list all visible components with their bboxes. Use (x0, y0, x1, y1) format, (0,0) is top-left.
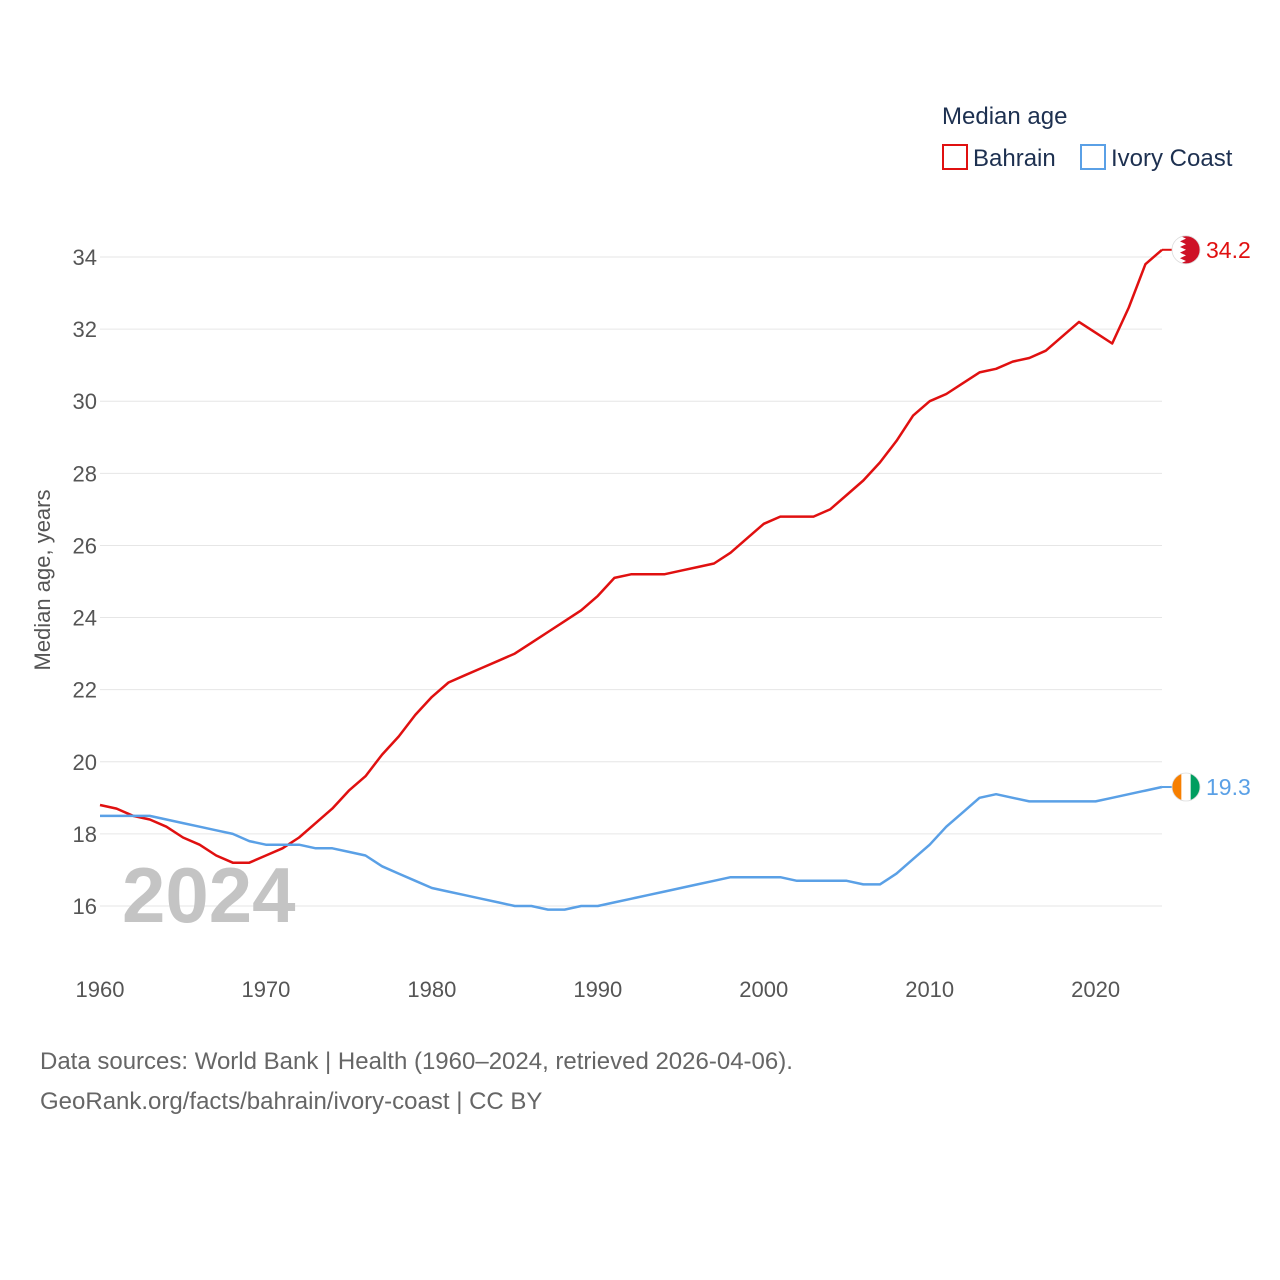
end-value-label-bahrain: 34.2 (1206, 237, 1251, 263)
legend-swatch-ivory-coast (1080, 144, 1106, 170)
legend-item-ivory-coast[interactable]: Ivory Coast (1080, 144, 1233, 172)
y-tick-label-30: 30 (73, 389, 97, 414)
y-tick-label-18: 18 (73, 822, 97, 847)
end-value-label-ivory-coast: 19.3 (1206, 774, 1251, 800)
data-sources-note: Data sources: World Bank | Health (1960–… (40, 1048, 793, 1075)
y-tick-label-26: 26 (73, 533, 97, 558)
legend-item-bahrain[interactable]: Bahrain (942, 144, 1056, 172)
x-tick-label-2010: 2010 (905, 977, 954, 1002)
series-end-markers: 34.2 19.3 (1162, 235, 1251, 802)
y-tick-label-20: 20 (73, 750, 97, 775)
legend-label-bahrain: Bahrain (973, 145, 1056, 172)
x-tick-label-1970: 1970 (241, 977, 290, 1002)
y-tick-label-28: 28 (73, 461, 97, 486)
y-tick-label-16: 16 (73, 894, 97, 919)
x-tick-label-2020: 2020 (1071, 977, 1120, 1002)
y-tick-label-24: 24 (73, 606, 97, 631)
legend-swatch-bahrain (942, 144, 968, 170)
x-tick-label-1960: 1960 (76, 977, 125, 1002)
bahrain-flag-icon (1171, 235, 1201, 265)
ivory-coast-flag-icon (1171, 772, 1201, 802)
legend-label-ivory-coast: Ivory Coast (1111, 145, 1233, 172)
series-line-ivory-coast[interactable] (100, 785, 1163, 911)
x-tick-label-2000: 2000 (739, 977, 788, 1002)
series-lines (99, 248, 1163, 911)
legend-title: Median age (942, 103, 1067, 130)
gridlines (100, 256, 1162, 907)
line-chart: 16 18 20 22 24 26 28 30 32 34 1960 1970 1980 1990 200… (30, 103, 1251, 1002)
x-tick-label-1990: 1990 (573, 977, 622, 1002)
y-tick-label-32: 32 (73, 317, 97, 342)
x-tick-label-1980: 1980 (407, 977, 456, 1002)
y-axis-title: Median age, years (30, 490, 55, 671)
y-axis-ticks: 16 18 20 22 24 26 28 30 32 34 (73, 245, 97, 919)
current-year-watermark: 2024 (122, 851, 296, 939)
series-line-bahrain[interactable] (99, 248, 1163, 864)
y-tick-label-34: 34 (73, 245, 97, 270)
x-axis-ticks: 1960 1970 1980 1990 2000 2010 2020 (76, 977, 1121, 1002)
footer: Data sources: World Bank | Health (1960–… (40, 1042, 793, 1122)
y-tick-label-22: 22 (73, 678, 97, 703)
source-link[interactable]: GeoRank.org/facts/bahrain/ivory-coast | … (40, 1088, 543, 1115)
